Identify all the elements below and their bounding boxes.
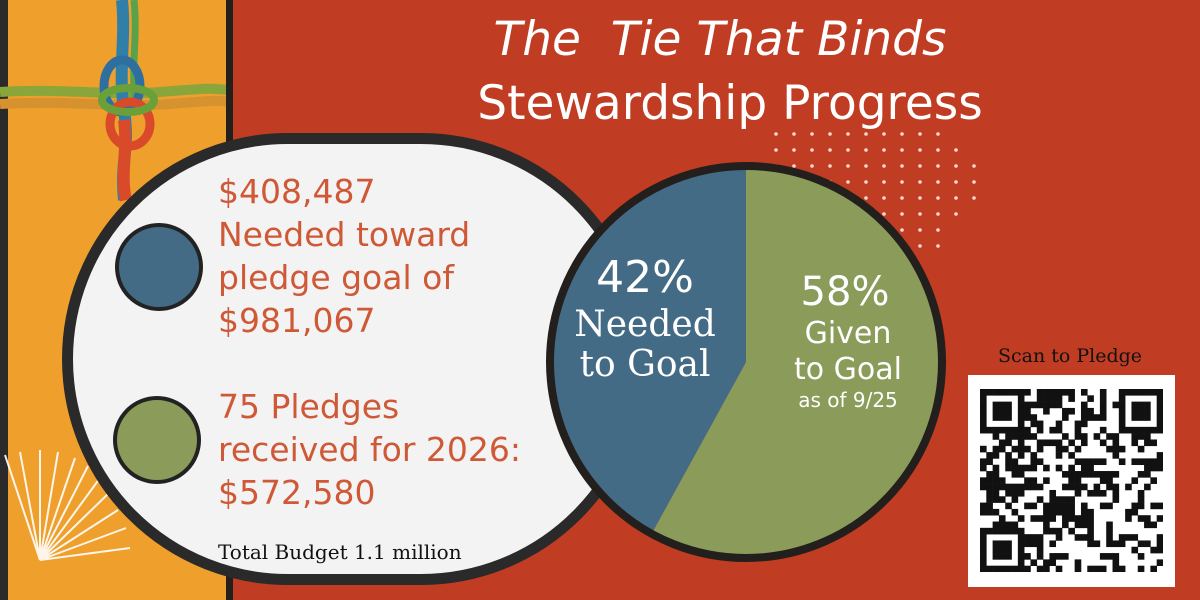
scan-to-pledge-label: Scan to Pledge xyxy=(997,345,1143,367)
given-legend-swatch xyxy=(113,396,201,484)
given-caption-line-2: to Goal xyxy=(794,352,902,387)
qr-code-card[interactable] xyxy=(968,375,1175,587)
pledge-goal-amount: $981,067 xyxy=(218,301,376,340)
given-line-2: received for 2026: xyxy=(218,430,521,469)
pie-outline xyxy=(546,162,946,562)
as-of-date-label: as of 9/25 xyxy=(798,388,898,412)
given-legend-text: 75 Pledges received for 2026: $572,580 xyxy=(218,385,521,514)
needed-caption-line-1: Needed xyxy=(574,304,716,345)
given-caption-line-1: Given xyxy=(804,316,892,351)
total-budget-text: Total Budget 1.1 million xyxy=(218,540,462,564)
given-percent-label: 58% xyxy=(800,269,890,315)
needed-line-3: pledge goal of xyxy=(218,258,454,297)
needed-amount: $408,487 xyxy=(218,172,376,211)
given-pie-slice xyxy=(651,166,942,558)
needed-pie-slice xyxy=(550,166,746,534)
needed-percent-label: 42% xyxy=(596,252,694,303)
given-amount: $572,580 xyxy=(218,473,376,512)
given-caption: Given to Goal xyxy=(768,316,928,388)
title-line-2: Stewardship Progress xyxy=(477,76,983,131)
needed-caption-line-2: to Goal xyxy=(579,344,711,385)
qr-code-icon[interactable] xyxy=(980,389,1163,572)
needed-legend-swatch xyxy=(115,223,203,311)
needed-line-2: Needed toward xyxy=(218,215,471,254)
needed-caption: Needed to Goal xyxy=(550,305,740,385)
left-edge-strip xyxy=(0,0,8,600)
pledge-count: 75 Pledges xyxy=(218,387,400,426)
title-line-1: The Tie That Binds xyxy=(493,12,947,67)
knot-rope-image xyxy=(0,0,230,561)
needed-legend-text: $408,487 Needed toward pledge goal of $9… xyxy=(218,170,470,342)
